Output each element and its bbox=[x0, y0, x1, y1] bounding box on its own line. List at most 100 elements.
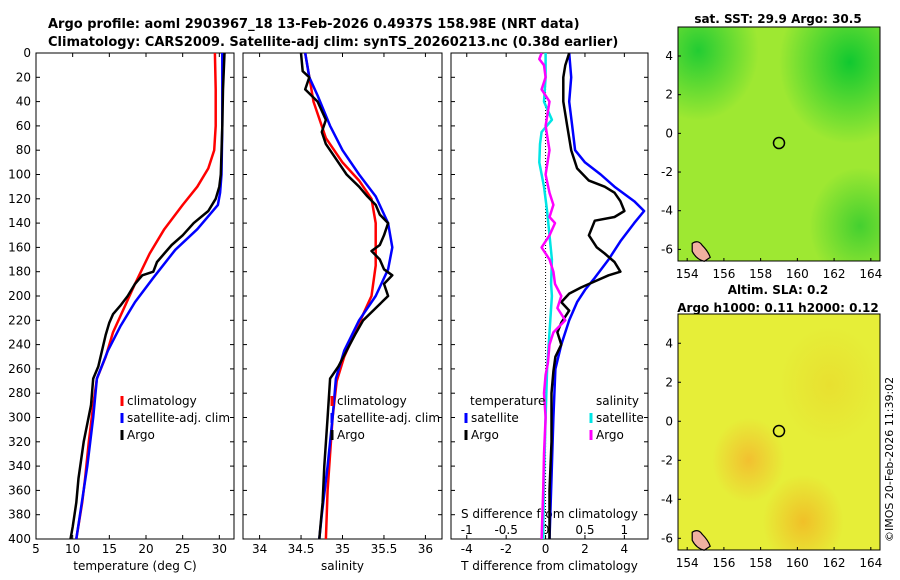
s-tick-label: 0 bbox=[542, 523, 550, 537]
x-tick-label: 4 bbox=[621, 542, 629, 556]
legend-label: climatology bbox=[127, 394, 197, 408]
x-tick-label: 25 bbox=[175, 542, 190, 556]
y-tick-label: 240 bbox=[8, 338, 31, 352]
header-line-1: Argo profile: aoml 2903967_18 13-Feb-202… bbox=[48, 17, 580, 32]
legend-label: satellite-adj. clim bbox=[127, 411, 230, 425]
y-tick-label: 4 bbox=[665, 336, 673, 350]
argo-location-marker bbox=[772, 424, 786, 438]
y-tick-label: 400 bbox=[8, 532, 31, 546]
y-tick-label: 180 bbox=[8, 265, 31, 279]
x-tick-label: 160 bbox=[786, 556, 809, 570]
map-field-shading bbox=[678, 314, 880, 550]
series-line-t-argo bbox=[548, 53, 626, 539]
x-tick-label: 34.5 bbox=[288, 542, 315, 556]
map-title: Altim. SLA: 0.2 bbox=[728, 283, 829, 297]
x-tick-label: 0 bbox=[542, 542, 550, 556]
y-tick-label: 160 bbox=[8, 240, 31, 254]
x-tick-label: 154 bbox=[676, 556, 699, 570]
x-tick-label: 156 bbox=[712, 267, 735, 281]
legend-label: satellite bbox=[596, 411, 644, 425]
series-line-satellite-adj-clim bbox=[303, 53, 394, 539]
y-tick-label: -2 bbox=[661, 165, 673, 179]
legend-label: climatology bbox=[337, 394, 407, 408]
sst-map-panel: 154 156 158 160 162 164 -6 -4 -2 0 2 4 sat. SST: 29.… bbox=[661, 12, 882, 281]
x-axis-label: salinity bbox=[321, 559, 364, 573]
y-tick-label: 20 bbox=[16, 70, 31, 84]
y-tick-label: 340 bbox=[8, 459, 31, 473]
x-tick-label: -2 bbox=[500, 542, 512, 556]
x-tick-label: 158 bbox=[749, 556, 772, 570]
legend-label: Argo bbox=[127, 428, 155, 442]
credit-text: ©IMOS 20-Feb-2026 11:39:02 bbox=[883, 377, 896, 542]
plot-frame bbox=[242, 52, 443, 540]
y-tick-label: 120 bbox=[8, 192, 31, 206]
y-tick-label: 360 bbox=[8, 483, 31, 497]
series-group bbox=[299, 53, 394, 539]
temperature-panel: 5 10 15 20 25 3002040608010012014016018020022… bbox=[8, 46, 235, 573]
y-tick-label: 200 bbox=[8, 289, 31, 303]
y-tick-label: 0 bbox=[665, 414, 673, 428]
map-frame bbox=[677, 313, 881, 551]
header-line-2: Climatology: CARS2009. Satellite-adj cli… bbox=[48, 35, 618, 50]
x-tick-label: 15 bbox=[102, 542, 117, 556]
s-tick-label: -0.5 bbox=[494, 523, 517, 537]
x-tick-label: 35.5 bbox=[371, 542, 398, 556]
series-line-s-argo bbox=[538, 53, 567, 539]
sla-map-panel: 154 156 158 160 162 164 -6 -4 -2 0 2 4 Altim. SLA: 0… bbox=[661, 283, 882, 570]
x-tick-label: 2 bbox=[581, 542, 589, 556]
x-tick-label: 158 bbox=[749, 267, 772, 281]
series-line-t-satellite bbox=[548, 53, 646, 539]
x-tick-label: 20 bbox=[138, 542, 153, 556]
map-subtitle: Argo h1000: 0.11 h2000: 0.12 bbox=[677, 301, 878, 315]
s-tick-label: -1 bbox=[461, 523, 473, 537]
map-frame bbox=[677, 26, 881, 262]
legend-title-salinity: salinity bbox=[596, 394, 639, 408]
x-tick-label: 154 bbox=[676, 267, 699, 281]
y-tick-label: 80 bbox=[16, 143, 31, 157]
x-tick-label: 160 bbox=[786, 267, 809, 281]
x-tick-label: 162 bbox=[823, 267, 846, 281]
coastline-patch bbox=[691, 530, 711, 551]
y-tick-label: 4 bbox=[665, 49, 673, 63]
x-tick-label: 164 bbox=[859, 267, 882, 281]
y-tick-label: 100 bbox=[8, 168, 31, 182]
y-tick-label: 380 bbox=[8, 508, 31, 522]
plot-frame bbox=[450, 52, 649, 540]
x-tick-label: 164 bbox=[859, 556, 882, 570]
y-tick-label: 220 bbox=[8, 313, 31, 327]
series-group bbox=[538, 53, 646, 539]
x-axis-label: T difference from climatology bbox=[460, 559, 638, 573]
y-tick-label: 280 bbox=[8, 386, 31, 400]
s-tick-label: 0.5 bbox=[575, 523, 594, 537]
series-line-argo bbox=[69, 53, 226, 539]
series-line-argo bbox=[299, 53, 394, 539]
y-tick-label: -6 bbox=[661, 531, 673, 545]
salinity-panel: 34 34.5 35 35.5 36 salinity climatology satelli… bbox=[242, 52, 443, 573]
legend-title-temperature: temperature bbox=[470, 394, 545, 408]
y-tick-label: 320 bbox=[8, 435, 31, 449]
legend-label: satellite-adj. clim bbox=[337, 411, 440, 425]
coastline-patch bbox=[691, 241, 711, 262]
y-tick-label: -4 bbox=[661, 204, 673, 218]
x-tick-label: 5 bbox=[32, 542, 40, 556]
series-group bbox=[69, 53, 226, 539]
x-axis-label: temperature (deg C) bbox=[73, 559, 196, 573]
y-tick-label: -6 bbox=[661, 242, 673, 256]
y-tick-label: 2 bbox=[665, 375, 673, 389]
x-tick-label: 162 bbox=[823, 556, 846, 570]
legend-label: Argo bbox=[471, 428, 499, 442]
x-tick-label: 30 bbox=[212, 542, 227, 556]
x-tick-label: 34 bbox=[252, 542, 267, 556]
x-tick-label: 36 bbox=[418, 542, 433, 556]
x-tick-label: -4 bbox=[461, 542, 473, 556]
plot-frame bbox=[35, 52, 235, 540]
map-title: sat. SST: 29.9 Argo: 30.5 bbox=[694, 12, 861, 26]
s-tick-label: 1 bbox=[621, 523, 629, 537]
x-tick-label: 10 bbox=[65, 542, 80, 556]
x-tick-label: 35 bbox=[335, 542, 350, 556]
y-tick-label: 0 bbox=[665, 126, 673, 140]
y-tick-label: -2 bbox=[661, 453, 673, 467]
y-tick-label: 260 bbox=[8, 362, 31, 376]
y-tick-label: 2 bbox=[665, 88, 673, 102]
